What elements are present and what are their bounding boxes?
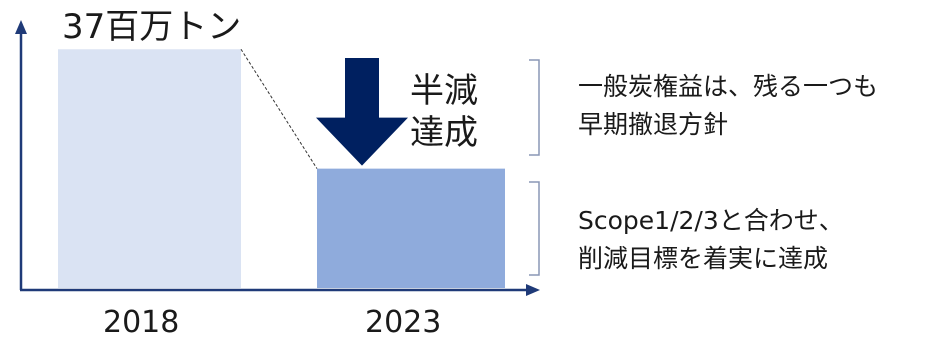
- note-line: Scope1/2/3と合わせ、: [578, 206, 844, 235]
- x-tick-label: 2018: [103, 305, 180, 339]
- bracket-scope-note: [529, 181, 540, 276]
- value-label-2018: 37百万トン: [62, 7, 242, 47]
- annotation-line: 達成: [410, 113, 478, 153]
- bar-2018: [58, 49, 241, 289]
- note-line: 削減目標を着実に達成: [578, 244, 829, 273]
- note-line: 一般炭権益は、残る一つも: [578, 72, 879, 101]
- halved-achieved-annotation: 半減 達成: [410, 70, 500, 154]
- coal-exit-note: 一般炭権益は、残る一つも 早期撤退方針: [578, 68, 878, 144]
- bar-2023: [317, 168, 505, 288]
- bracket-coal-note: [529, 59, 540, 156]
- y-axis-arrowhead: [15, 20, 27, 34]
- x-tick-label: 2023: [365, 305, 442, 339]
- bar-connector-line: [240, 48, 318, 169]
- down-arrow-icon: [316, 58, 408, 166]
- note-line: 早期撤退方針: [578, 110, 729, 139]
- annotation-line: 半減: [410, 71, 478, 111]
- scope-target-note: Scope1/2/3と合わせ、 削減目標を着実に達成: [578, 202, 844, 278]
- x-axis-arrowhead: [526, 284, 540, 296]
